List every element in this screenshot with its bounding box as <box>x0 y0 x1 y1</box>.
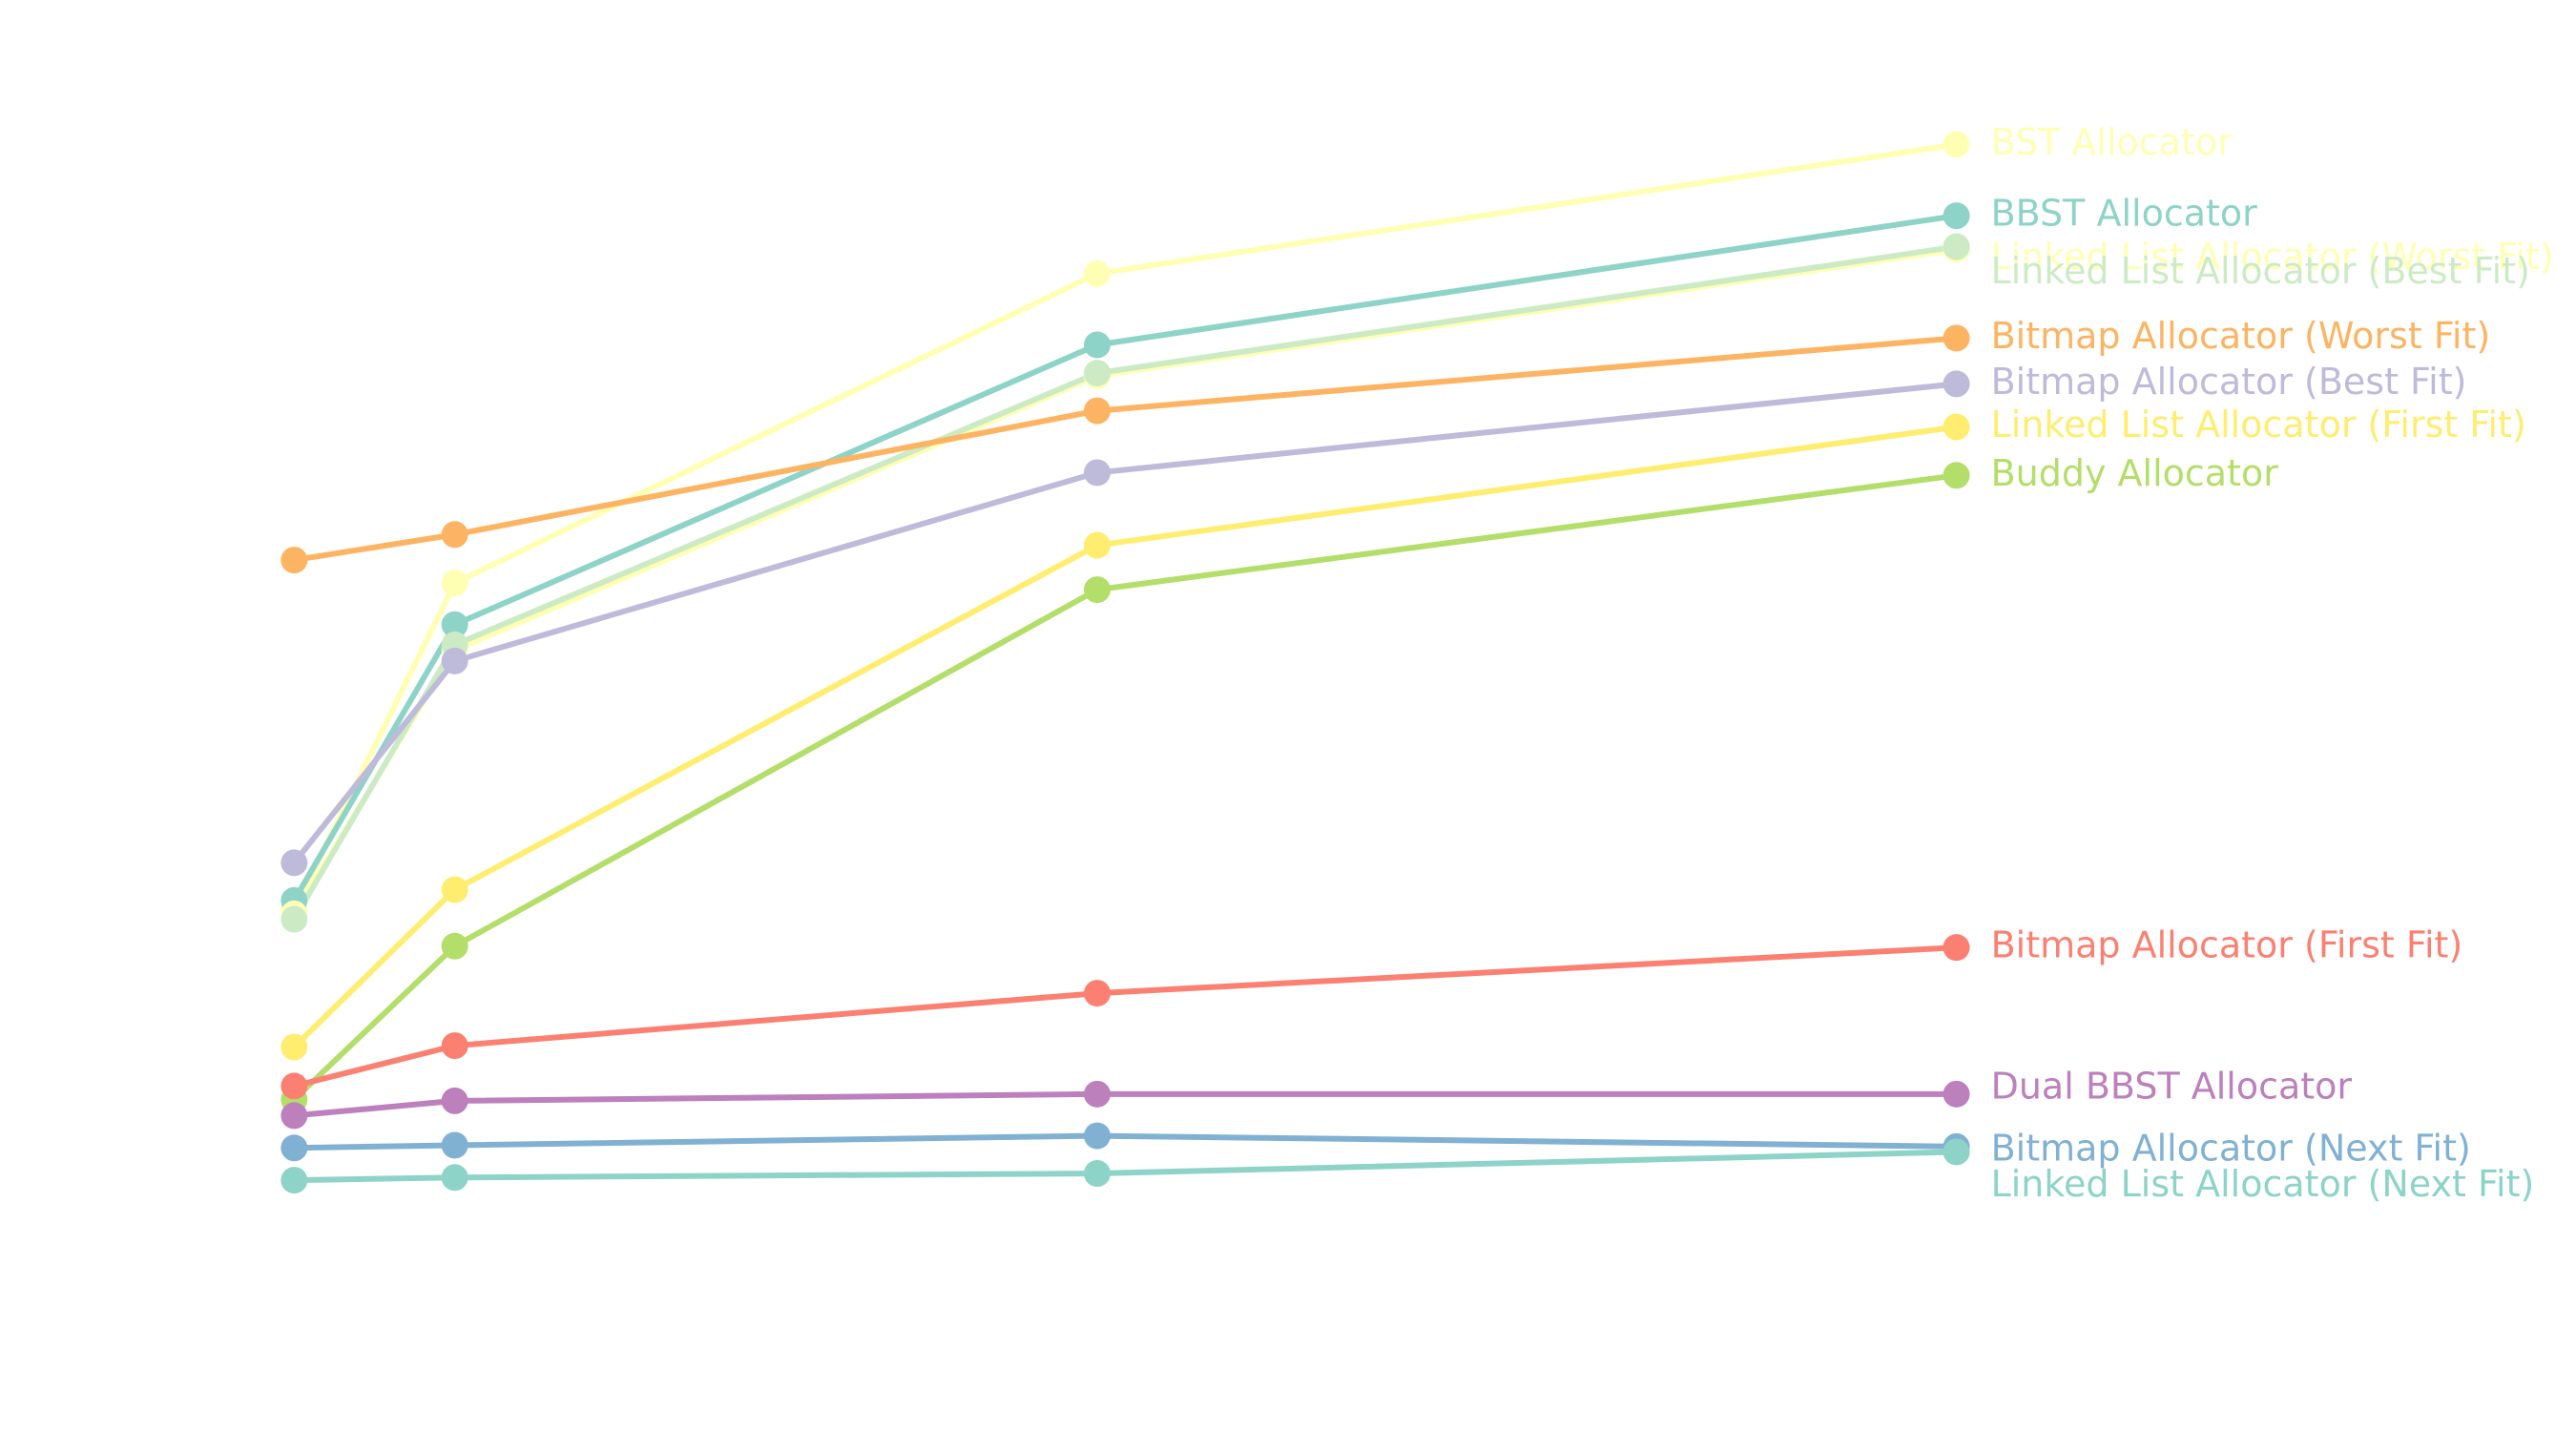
data-point-bbst-allocator-3 <box>1942 202 1970 230</box>
data-point-bbst-allocator-2 <box>1084 331 1111 359</box>
data-point-buddy-allocator-3 <box>1942 462 1970 489</box>
data-point-bst-allocator-2 <box>1084 259 1111 287</box>
series-label-bitmap-allocator-next-fit: Bitmap Allocator (Next Fit) <box>1991 1127 2471 1169</box>
data-point-linked-list-allocator-first-fit-0 <box>280 1033 308 1061</box>
data-point-bbst-allocator-1 <box>441 611 468 638</box>
data-point-bitmap-allocator-first-fit-3 <box>1942 934 1970 962</box>
data-point-dual-bbst-allocator-0 <box>280 1102 308 1130</box>
data-point-linked-list-allocator-first-fit-3 <box>1942 413 1970 441</box>
data-point-dual-bbst-allocator-2 <box>1084 1080 1111 1108</box>
series-label-dual-bbst-allocator: Dual BBST Allocator <box>1991 1065 2353 1107</box>
data-point-linked-list-allocator-next-fit-0 <box>280 1167 308 1194</box>
series-line-bst-allocator <box>291 141 1958 912</box>
data-point-linked-list-allocator-next-fit-3 <box>1942 1138 1970 1166</box>
data-point-linked-list-allocator-next-fit-1 <box>441 1164 468 1192</box>
series-label-bbst-allocator: BBST Allocator <box>1991 193 2258 235</box>
series-label-linked-list-allocator-first-fit: Linked List Allocator (First Fit) <box>1991 404 2526 446</box>
data-point-bitmap-allocator-best-fit-1 <box>441 647 468 674</box>
series-label-linked-list-allocator-best-fit: Linked List Allocator (Best Fit) <box>1991 250 2530 292</box>
series-line-linked-list-allocator-worst-fit <box>291 246 1958 916</box>
series-points <box>280 131 1970 1194</box>
data-point-bitmap-allocator-worst-fit-2 <box>1084 397 1111 425</box>
data-point-buddy-allocator-1 <box>441 932 468 960</box>
data-point-bst-allocator-1 <box>441 570 468 597</box>
data-point-bitmap-allocator-best-fit-3 <box>1942 370 1970 398</box>
data-point-bitmap-allocator-best-fit-2 <box>1084 459 1111 487</box>
data-point-dual-bbst-allocator-3 <box>1942 1080 1970 1108</box>
series-label-linked-list-allocator-next-fit: Linked List Allocator (Next Fit) <box>1991 1163 2535 1205</box>
data-point-bitmap-allocator-worst-fit-1 <box>441 521 468 549</box>
data-point-bitmap-allocator-first-fit-1 <box>441 1032 468 1060</box>
series-line-dual-bbst-allocator <box>294 1090 1957 1119</box>
series-line-linked-list-allocator-best-fit <box>291 243 1958 922</box>
data-point-linked-list-allocator-best-fit-2 <box>1084 360 1111 387</box>
series-label-linked-list-allocator-worst-fit: Linked List Allocator (Worst Fit) <box>1991 236 2554 278</box>
series-line-bitmap-allocator-next-fit <box>294 1132 1957 1151</box>
data-point-bitmap-allocator-best-fit-0 <box>280 849 308 877</box>
data-point-linked-list-allocator-best-fit-3 <box>1942 233 1970 260</box>
series-line-linked-list-allocator-first-fit <box>292 424 1957 1049</box>
series-label-bitmap-allocator-first-fit: Bitmap Allocator (First Fit) <box>1991 924 2463 966</box>
data-point-bitmap-allocator-next-fit-1 <box>441 1131 468 1159</box>
series-line-linked-list-allocator-next-fit <box>294 1149 1957 1184</box>
series-lines <box>291 141 1958 1184</box>
data-point-bitmap-allocator-next-fit-2 <box>1084 1122 1111 1150</box>
data-point-bitmap-allocator-first-fit-2 <box>1084 980 1111 1007</box>
series-label-bitmap-allocator-best-fit: Bitmap Allocator (Best Fit) <box>1991 361 2467 403</box>
series-line-bitmap-allocator-best-fit <box>291 381 1957 865</box>
data-point-bitmap-allocator-next-fit-0 <box>280 1134 308 1162</box>
data-point-dual-bbst-allocator-1 <box>441 1087 468 1114</box>
data-point-bitmap-allocator-worst-fit-0 <box>280 547 308 574</box>
series-label-bitmap-allocator-worst-fit: Bitmap Allocator (Worst Fit) <box>1991 315 2491 357</box>
series-label-bst-allocator: BST Allocator <box>1991 121 2233 163</box>
data-point-buddy-allocator-2 <box>1084 576 1111 604</box>
data-point-bitmap-allocator-first-fit-0 <box>280 1072 308 1100</box>
series-line-bitmap-allocator-worst-fit <box>293 335 1957 564</box>
data-point-bitmap-allocator-worst-fit-3 <box>1942 324 1970 352</box>
series-label-buddy-allocator: Buddy Allocator <box>1991 452 2279 494</box>
series-line-bbst-allocator <box>291 213 1958 902</box>
data-point-linked-list-allocator-first-fit-1 <box>441 876 468 903</box>
series-line-buddy-allocator <box>292 472 1957 1102</box>
series-line-bitmap-allocator-first-fit <box>293 944 1957 1089</box>
data-point-linked-list-allocator-best-fit-0 <box>280 905 308 933</box>
data-point-bst-allocator-3 <box>1942 131 1970 158</box>
data-point-linked-list-allocator-first-fit-2 <box>1084 531 1111 559</box>
data-point-linked-list-allocator-next-fit-2 <box>1084 1160 1111 1188</box>
